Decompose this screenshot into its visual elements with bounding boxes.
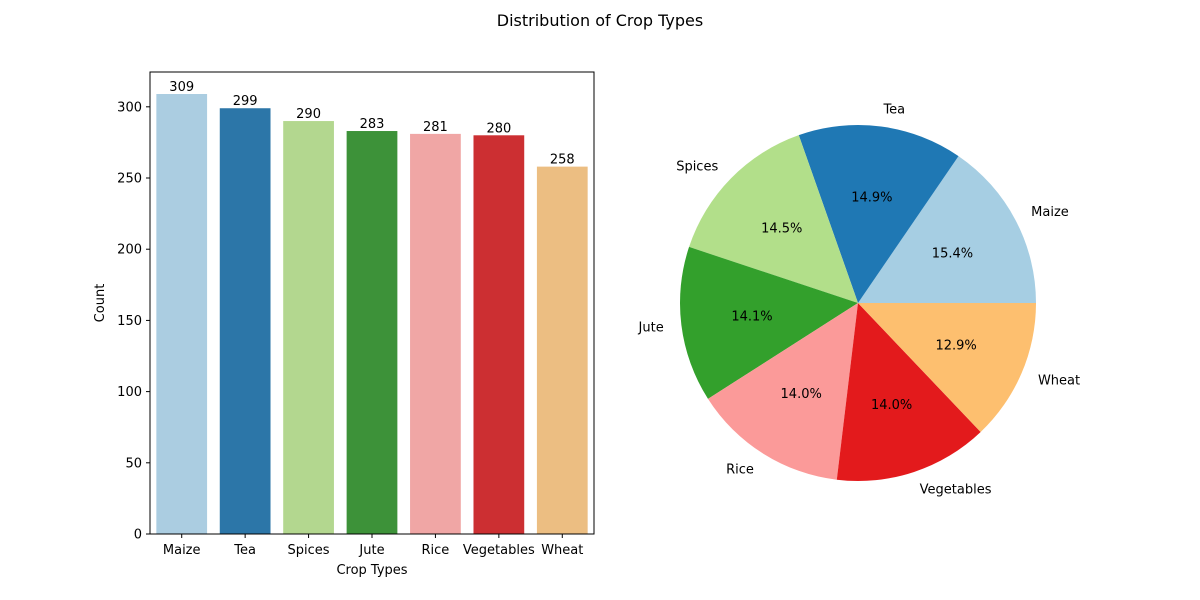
pie-slice xyxy=(680,246,858,399)
bar-y-axis-label: Count xyxy=(93,284,108,323)
pie-slice xyxy=(689,135,858,303)
bar-data-label: 258 xyxy=(550,153,575,168)
pie-slice xyxy=(858,303,1036,432)
pie-percent-labels: 15.4% 14.9% 14.5% 14.1% 14.0% 14.0% 12.9% xyxy=(731,191,976,413)
bar-x-axis: Maize Tea Spices Jute Rice Vegetables Wheat xyxy=(163,534,583,558)
pie-percent-label: 12.9% xyxy=(935,339,976,354)
pie-chart: Maize Tea Spices Jute Rice Vegetables Wheat 15… xyxy=(638,102,1081,497)
bar-data-label: 283 xyxy=(360,117,385,132)
pie-label: Rice xyxy=(726,462,754,477)
pie-percent-label: 14.5% xyxy=(761,222,802,237)
bar xyxy=(473,135,525,534)
pie-label: Vegetables xyxy=(920,482,992,497)
pie-slices xyxy=(680,125,1036,481)
bar-data-label: 309 xyxy=(169,80,194,95)
x-tick-label: Maize xyxy=(163,543,201,558)
bar-y-axis: 0 50 100 150 200 250 300 xyxy=(117,100,150,543)
x-tick-label: Rice xyxy=(422,543,450,558)
pie-slice xyxy=(836,303,981,481)
pie-percent-label: 14.9% xyxy=(851,191,892,206)
y-tick-label: 50 xyxy=(125,456,142,471)
x-tick-label: Vegetables xyxy=(463,543,535,558)
pie-label: Jute xyxy=(638,321,664,336)
bar-data-label: 299 xyxy=(233,94,258,109)
bar xyxy=(410,133,461,534)
pie-label: Spices xyxy=(676,159,718,174)
pie-slice xyxy=(708,303,858,480)
bar xyxy=(283,121,334,534)
pie-label: Wheat xyxy=(1038,374,1080,389)
x-tick-label: Tea xyxy=(233,543,256,558)
bar-x-axis-label: Crop Types xyxy=(336,563,407,578)
y-tick-label: 100 xyxy=(117,385,142,400)
pie-labels: Maize Tea Spices Jute Rice Vegetables Wheat xyxy=(638,102,1081,497)
bar xyxy=(156,94,208,534)
bar-series xyxy=(156,94,588,535)
bar-data-label: 290 xyxy=(296,107,321,122)
y-tick-label: 300 xyxy=(117,100,142,115)
bar xyxy=(536,166,588,535)
pie-label: Tea xyxy=(882,102,905,117)
y-tick-label: 200 xyxy=(117,243,142,258)
pie-percent-label: 14.0% xyxy=(781,387,822,402)
x-tick-label: Wheat xyxy=(541,543,583,558)
y-tick-label: 0 xyxy=(134,528,142,543)
pie-label: Maize xyxy=(1031,205,1069,220)
bar-data-label: 281 xyxy=(423,120,448,135)
pie-percent-label: 15.4% xyxy=(932,247,973,262)
pie-slice xyxy=(858,156,1036,303)
bar xyxy=(219,108,271,535)
pie-percent-label: 14.1% xyxy=(731,310,772,325)
bar xyxy=(346,131,398,535)
pie-percent-label: 14.0% xyxy=(871,398,912,413)
bar-chart: 309 299 290 283 281 280 258 0 50 100 150 200 250 300… xyxy=(93,71,595,578)
pie-slice xyxy=(798,125,959,304)
bar-data-labels: 309 299 290 283 281 280 258 xyxy=(169,80,574,168)
figure-title: Distribution of Crop Types xyxy=(497,11,703,30)
bar-data-label: 280 xyxy=(486,121,511,136)
y-tick-label: 250 xyxy=(117,172,142,187)
x-tick-label: Jute xyxy=(358,543,384,558)
x-tick-label: Spices xyxy=(288,543,330,558)
y-tick-label: 150 xyxy=(117,314,142,329)
